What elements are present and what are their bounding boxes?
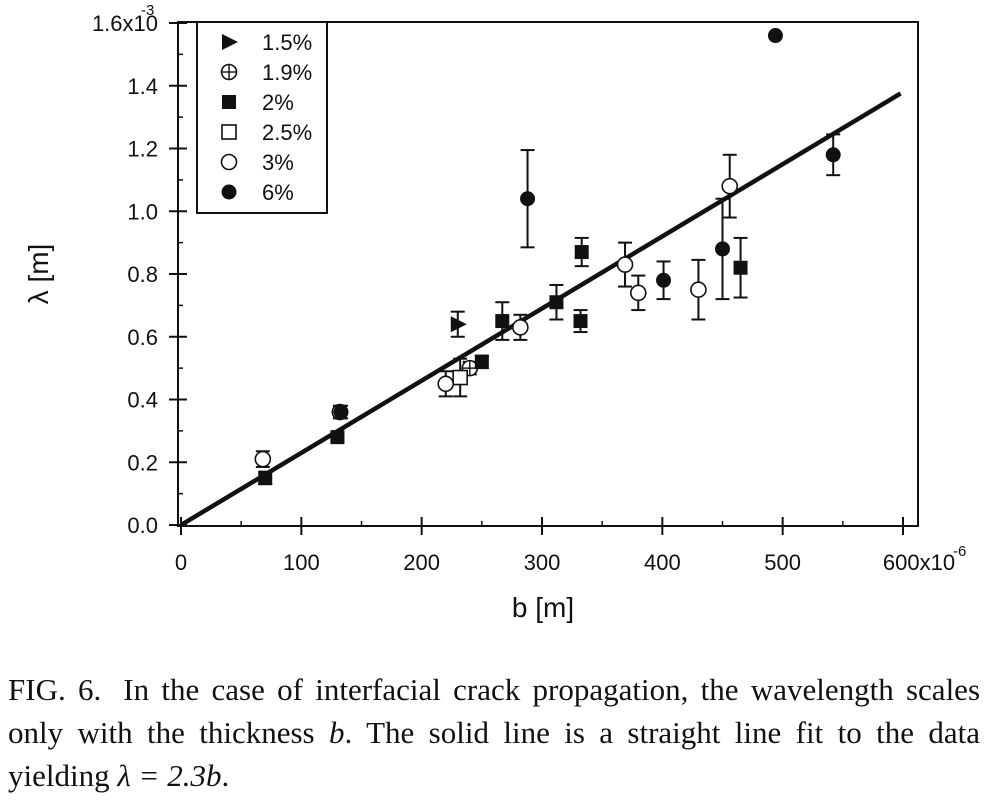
x-axis-title: b [m] (512, 592, 574, 623)
y-tick-label: 1.6x10 (92, 11, 158, 36)
data-point (254, 450, 272, 468)
marker-square-filled (574, 245, 589, 260)
data-point (656, 272, 672, 288)
data-point (767, 28, 783, 44)
marker-circle-open (220, 153, 238, 171)
legend-box (196, 21, 328, 214)
caption-text-3: . (221, 758, 230, 793)
marker-square-filled (573, 314, 588, 329)
x-tick-exponent: -6 (953, 543, 966, 560)
marker-circle-open (690, 281, 707, 298)
x-tick-label: 100 (283, 550, 320, 575)
marker-triangle-right (222, 34, 238, 50)
scatter-chart: 0 100 200 300 400 500 600x10-6 0.0 0.2 0.4 0.6 0.8 1… (23, 2, 966, 623)
data-point (258, 470, 273, 485)
marker-square-filled (222, 95, 236, 109)
marker-square-open (221, 124, 237, 140)
data-point (495, 314, 510, 329)
marker-circle-filled (715, 241, 730, 257)
x-tick-label: 200 (403, 550, 440, 575)
marker-square-filled (258, 470, 273, 485)
data-point (616, 256, 634, 273)
y-tick-label: 0.4 (127, 388, 158, 413)
marker-square-open (452, 369, 468, 386)
caption-text-1: In the case of interfacial crack propaga… (8, 672, 981, 750)
caption-equation: λ = 2.3b (117, 758, 222, 793)
marker-triangle-right (450, 316, 467, 333)
x-tick-label: 600x10 (883, 550, 955, 575)
legend-marker (220, 63, 238, 81)
caption-text-2: . The solid line is a straight line fit … (8, 715, 980, 793)
marker-square-filled (474, 354, 489, 369)
data-point (452, 369, 468, 386)
data-point (520, 191, 536, 207)
data-point (512, 319, 529, 336)
data-point (333, 404, 349, 420)
marker-circle-open (437, 375, 455, 393)
y-axis-title: λ [m] (23, 244, 54, 305)
data-point (733, 260, 748, 275)
y-tick-label: 0.0 (127, 513, 158, 538)
caption-variable-b: b (329, 715, 345, 750)
y-tick-label: 0.8 (127, 262, 158, 287)
data-point (330, 430, 345, 445)
data-point (450, 316, 467, 333)
data-points (254, 28, 841, 486)
legend-marker (222, 95, 236, 109)
y-tick-label: 1.4 (127, 74, 158, 99)
legend-marker (221, 184, 237, 200)
marker-circle-open (616, 256, 634, 273)
data-point (437, 375, 455, 393)
caption-label: FIG. 6. (8, 672, 102, 707)
legend: 1.5% 1.9% 2% 2.5% 3% 6% (196, 21, 328, 214)
ticks: 0 100 200 300 400 500 600x10-6 0.0 0.2 0.4 0.6 0.8 1… (92, 2, 966, 575)
data-point (721, 177, 739, 195)
data-point (629, 284, 647, 302)
data-point (825, 147, 841, 163)
legend-marker (221, 124, 237, 140)
marker-square-filled (549, 295, 564, 310)
legend-label: 3% (262, 150, 294, 175)
y-tick-label: 1.2 (127, 137, 158, 162)
marker-circle-open (721, 177, 739, 195)
legend-marker (220, 153, 238, 171)
legend-label: 1.9% (262, 60, 312, 85)
x-tick-label: 0 (175, 550, 187, 575)
y-tick-exponent: -3 (141, 2, 154, 19)
data-point (690, 281, 707, 298)
marker-square-filled (330, 430, 345, 445)
marker-circle-open (629, 284, 647, 302)
legend-label: 2.5% (262, 120, 312, 145)
marker-circle-filled (333, 404, 349, 420)
marker-circle-open (512, 319, 529, 336)
y-tick-label: 1.0 (127, 199, 158, 224)
legend-label: 2% (262, 90, 294, 115)
marker-circle-filled (656, 272, 672, 288)
data-point (715, 241, 730, 257)
legend-marker (222, 34, 238, 50)
x-tick-label: 500 (764, 550, 801, 575)
marker-circle-open (254, 450, 272, 468)
data-point (549, 295, 564, 310)
data-point (474, 354, 489, 369)
marker-circle-filled (221, 184, 237, 200)
y-tick-label: 0.2 (127, 450, 158, 475)
fit-line-group (179, 91, 902, 527)
legend-label: 1.5% (262, 30, 312, 55)
legend-label: 6% (262, 180, 294, 205)
y-tick-label: 0.6 (127, 325, 158, 350)
x-tick-label: 300 (524, 550, 561, 575)
data-point (573, 314, 588, 329)
marker-circle-filled (520, 191, 536, 207)
marker-square-filled (733, 260, 748, 275)
data-point (574, 245, 589, 260)
figure-caption: FIG. 6. In the case of interfacial crack … (8, 668, 980, 797)
marker-circle-filled (825, 147, 841, 163)
marker-square-filled (495, 314, 510, 329)
marker-circle-filled (767, 28, 783, 44)
x-tick-label: 400 (644, 550, 681, 575)
fit-line (179, 91, 902, 527)
